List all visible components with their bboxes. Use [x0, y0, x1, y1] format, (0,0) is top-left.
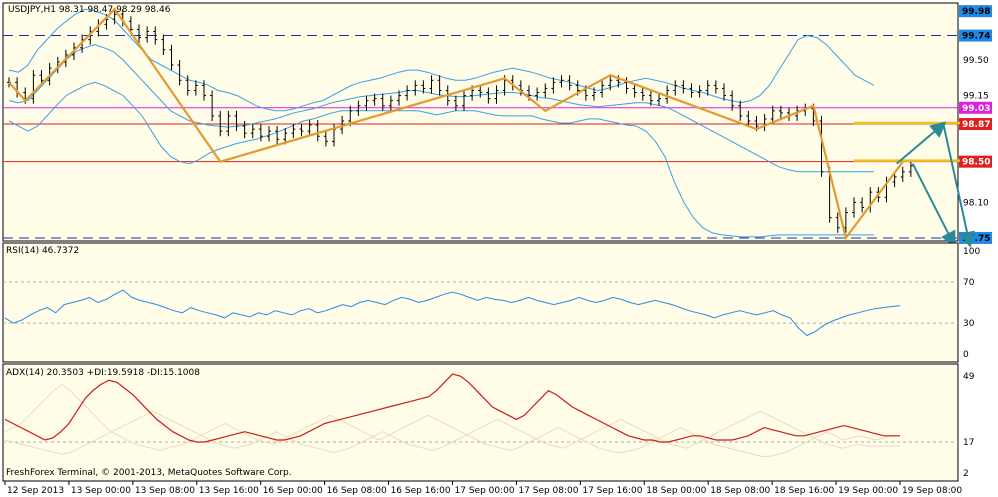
adx-panel-title: ADX(14) 20.3503 +DI:19.5918 -DI:15.1008 — [6, 368, 200, 378]
copyright-footer: FreshForex Terminal, © 2001-2013, MetaQu… — [6, 468, 292, 478]
time-tick-label: 18 Sep 08:00 — [710, 486, 770, 496]
time-tick-label: 13 Sep 08:00 — [135, 486, 195, 496]
time-tick-label: 17 Sep 08:00 — [518, 486, 578, 496]
time-tick-label: 17 Sep 16:00 — [582, 486, 642, 496]
level-tag-label: 97.75 — [962, 234, 990, 244]
time-tick-label: 19 Sep 08:00 — [902, 486, 962, 496]
time-tick-label: 16 Sep 00:00 — [263, 486, 323, 496]
forecast-arrow-up — [896, 121, 947, 165]
adx-minus-di-line — [4, 410, 900, 455]
time-tick-label: 18 Sep 16:00 — [774, 486, 834, 496]
price-panel-frame — [2, 2, 959, 242]
price-tick-label: 99.15 — [963, 92, 989, 102]
rsi-tick-label: 30 — [963, 319, 975, 329]
bollinger-middle — [8, 44, 874, 173]
price-panel-title: USDJPY,H1 98.31 98.47 98.29 98.46 — [8, 5, 171, 15]
rsi-tick-label: 0 — [963, 350, 969, 360]
time-tick-label: 17 Sep 00:00 — [455, 486, 515, 496]
bollinger-lower — [8, 81, 874, 238]
adx-panel: 49 17 2 — [2, 363, 975, 482]
time-tick-label: 18 Sep 00:00 — [646, 486, 706, 496]
adx-tick-label: 2 — [963, 469, 969, 479]
level-tag-label: 98.50 — [962, 158, 990, 168]
adx-tick-label: 49 — [963, 372, 975, 382]
forecast-arrow-down — [942, 123, 975, 248]
time-tick-label: 12 Sep 2013 — [7, 486, 64, 496]
time-tick-label: 13 Sep 16:00 — [199, 486, 259, 496]
bollinger-upper — [8, 8, 875, 112]
adx-plus-di-line — [4, 383, 900, 457]
rsi-tick-label: 100 — [963, 247, 980, 257]
level-tag — [959, 155, 992, 168]
price-tick-label: 98.10 — [963, 198, 989, 208]
rsi-panel: 100 70 30 0 — [2, 242, 980, 363]
time-tick-label: 16 Sep 16:00 — [391, 486, 451, 496]
time-tick-label: 13 Sep 00:00 — [71, 486, 131, 496]
rsi-panel-title: RSI(14) 46.7372 — [6, 246, 79, 256]
adx-line — [4, 373, 900, 443]
adx-tick-label: 17 — [963, 438, 974, 448]
level-tag — [959, 101, 992, 114]
level-tag-label: 98.87 — [962, 120, 990, 130]
adx-panel-frame — [2, 363, 959, 482]
level-tag-label: 99.98 — [962, 7, 990, 17]
rsi-line — [4, 289, 901, 337]
level-tag — [959, 29, 992, 42]
level-tag-label: 99.74 — [962, 32, 990, 42]
time-tick-label: 19 Sep 00:00 — [838, 486, 898, 496]
level-tag-label: 99.03 — [962, 104, 990, 114]
rsi-tick-label: 70 — [963, 278, 975, 288]
zigzag-line — [8, 7, 904, 241]
time-axis: 12 Sep 2013 13 Sep 00:00 13 Sep 08:00 13 Se… — [4, 481, 962, 496]
rsi-panel-frame — [2, 242, 959, 363]
level-tag — [959, 118, 992, 131]
time-tick-label: 16 Sep 08:00 — [327, 486, 387, 496]
forecast-arrow-direct — [911, 163, 956, 248]
price-tick-label: 99.50 — [963, 56, 989, 66]
price-panel: 99.98 99.74 99.50 99.15 99.03 98.87 98.50 98.10… — [2, 2, 992, 248]
level-tag — [959, 5, 992, 18]
